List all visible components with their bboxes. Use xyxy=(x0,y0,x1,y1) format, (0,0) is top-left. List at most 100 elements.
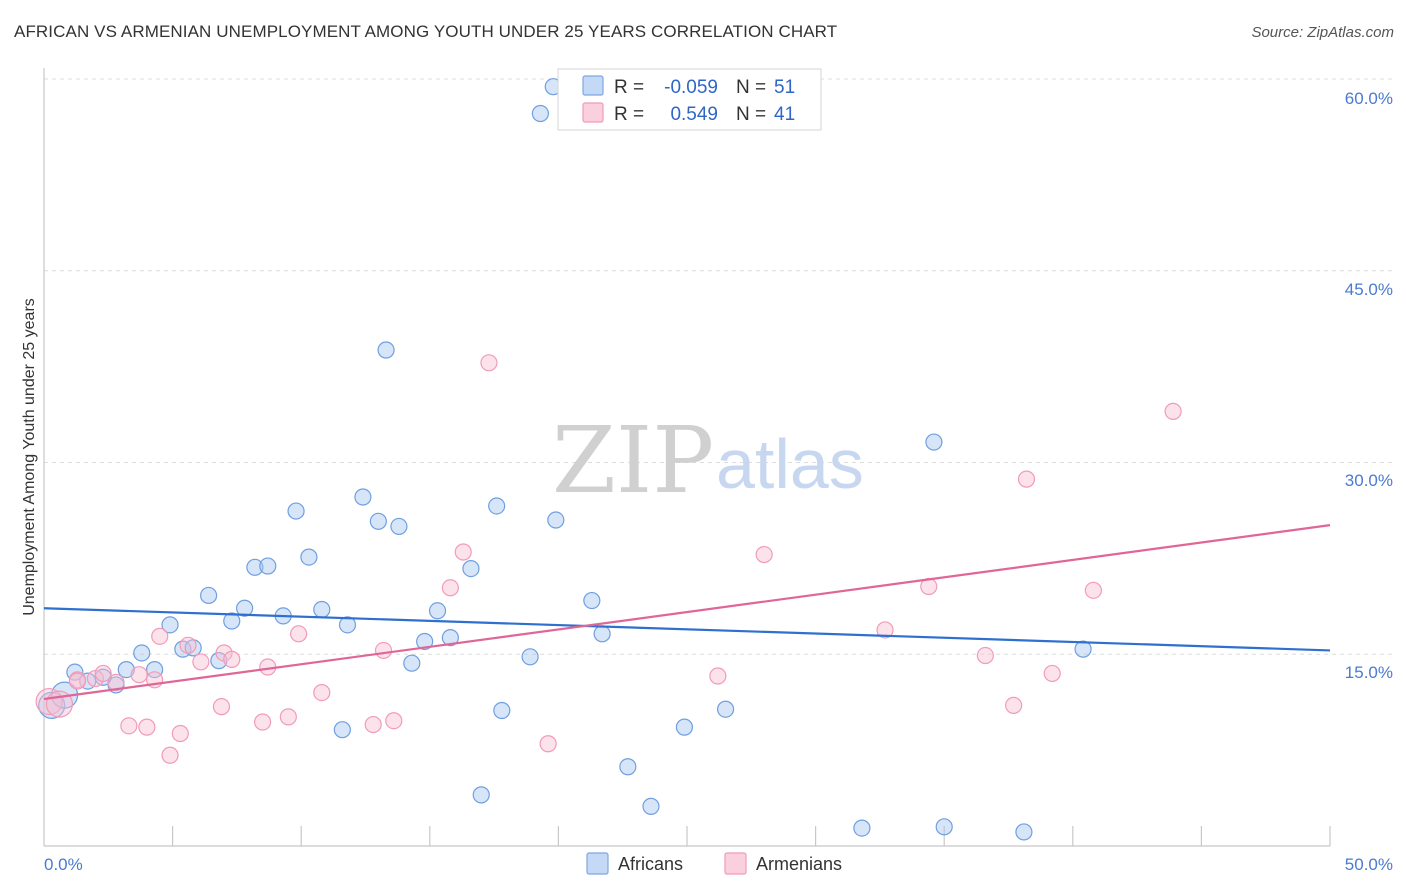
african-point-26 xyxy=(377,341,395,359)
armenian-point-30 xyxy=(709,667,727,685)
armenians-points xyxy=(35,354,1182,764)
african-point-48 xyxy=(935,818,953,836)
armenian-point-39 xyxy=(1164,402,1182,420)
armenian-point-27 xyxy=(454,543,472,561)
african-point-36 xyxy=(521,648,539,666)
africans-trend-line xyxy=(43,607,1331,652)
armenian-point-8 xyxy=(138,718,156,736)
armenian-point-18 xyxy=(254,713,272,731)
african-point-22 xyxy=(333,721,351,739)
armenian-point-32 xyxy=(876,621,894,639)
armenian-point-21 xyxy=(290,625,308,643)
armenian-point-24 xyxy=(374,641,393,660)
armenian-point-26 xyxy=(441,579,459,597)
chart-title: AFRICAN VS ARMENIAN UNEMPLOYMENT AMONG Y… xyxy=(14,22,838,41)
armenian-point-20 xyxy=(279,708,297,726)
armenians-legend-swatch xyxy=(582,102,604,123)
gridlines xyxy=(44,78,1392,655)
armenian-point-11 xyxy=(161,746,179,764)
africans-series-swatch xyxy=(586,852,609,875)
african-point-35 xyxy=(493,701,511,720)
african-point-43 xyxy=(642,797,660,815)
y-tick-label-60: 60.0% xyxy=(1345,89,1393,108)
armenians-n-label: N = xyxy=(736,104,766,125)
armenian-point-14 xyxy=(192,653,210,671)
african-point-19 xyxy=(287,502,305,520)
african-point-14 xyxy=(223,612,241,630)
series-legend: Africans Armenians xyxy=(586,852,842,875)
african-point-37 xyxy=(531,104,549,123)
african-point-21 xyxy=(313,600,331,619)
armenians-series-label: Armenians xyxy=(756,854,842,874)
armenian-point-22 xyxy=(313,683,331,702)
y-axis-title: Unemployment Among Youth under 25 years xyxy=(21,298,38,616)
african-point-34 xyxy=(488,497,506,515)
x-tick-label-50: 50.0% xyxy=(1345,855,1393,874)
african-point-25 xyxy=(369,512,387,530)
african-point-12 xyxy=(200,586,218,605)
y-tick-label-45: 45.0% xyxy=(1345,280,1393,299)
watermark-atlas: atlas xyxy=(716,425,864,503)
african-point-16 xyxy=(246,558,264,576)
armenian-point-5 xyxy=(107,673,125,691)
africans-legend-swatch xyxy=(582,75,604,96)
africans-r-label: R = xyxy=(614,77,644,98)
source-label: Source: ZipAtlas.com xyxy=(1251,24,1394,41)
stats-legend: R = -0.059 N = 51 R = 0.549 N = 41 xyxy=(557,68,822,131)
african-point-33 xyxy=(472,786,490,804)
african-point-9 xyxy=(161,616,179,634)
armenian-point-36 xyxy=(1017,470,1036,488)
x-tick-label-0: 0.0% xyxy=(44,855,83,874)
african-point-23 xyxy=(338,616,357,634)
african-point-6 xyxy=(117,660,135,679)
africans-n-value: 51 xyxy=(774,77,795,98)
armenian-point-29 xyxy=(539,735,557,753)
armenian-point-0 xyxy=(35,687,63,716)
armenian-point-37 xyxy=(1043,664,1061,683)
armenian-point-12 xyxy=(171,724,189,743)
african-point-31 xyxy=(441,629,459,647)
armenian-point-6 xyxy=(120,717,138,735)
african-point-50 xyxy=(1074,640,1092,658)
armenian-point-15 xyxy=(212,698,231,716)
armenian-point-4 xyxy=(94,664,112,683)
african-point-42 xyxy=(619,758,637,776)
armenian-point-7 xyxy=(130,666,148,684)
african-point-30 xyxy=(428,602,447,620)
armenian-point-34 xyxy=(976,646,994,665)
y-tick-label-30: 30.0% xyxy=(1345,471,1393,490)
armenians-series-swatch xyxy=(724,852,747,875)
armenian-point-17 xyxy=(223,650,241,668)
african-point-17 xyxy=(259,557,277,575)
african-point-27 xyxy=(390,517,408,536)
africans-series-label: Africans xyxy=(618,854,683,874)
africans-n-label: N = xyxy=(736,77,766,98)
armenian-point-13 xyxy=(179,636,197,654)
african-point-49 xyxy=(1015,823,1033,841)
armenian-point-40 xyxy=(68,672,87,690)
armenian-point-38 xyxy=(1084,581,1102,599)
x-axis-ticks xyxy=(172,826,1331,846)
armenians-trend-line xyxy=(43,524,1331,701)
y-tick-label-15: 15.0% xyxy=(1345,663,1393,682)
african-point-39 xyxy=(547,511,565,529)
armenians-r-value: 0.549 xyxy=(670,104,718,125)
african-point-29 xyxy=(416,632,434,651)
armenian-point-25 xyxy=(385,712,403,730)
african-point-7 xyxy=(133,644,151,662)
african-point-41 xyxy=(593,625,611,643)
armenians-n-value: 41 xyxy=(774,104,795,125)
armenian-point-28 xyxy=(480,354,498,372)
african-point-45 xyxy=(716,700,735,718)
african-point-32 xyxy=(462,560,480,578)
armenians-r-label: R = xyxy=(614,104,644,125)
african-point-24 xyxy=(354,488,372,506)
africans-r-value: -0.059 xyxy=(664,77,718,98)
armenian-point-23 xyxy=(364,715,382,734)
african-point-46 xyxy=(853,819,871,837)
african-point-47 xyxy=(925,433,943,451)
african-point-40 xyxy=(583,591,601,610)
africans-points xyxy=(38,78,1092,841)
armenian-point-35 xyxy=(1005,696,1023,714)
